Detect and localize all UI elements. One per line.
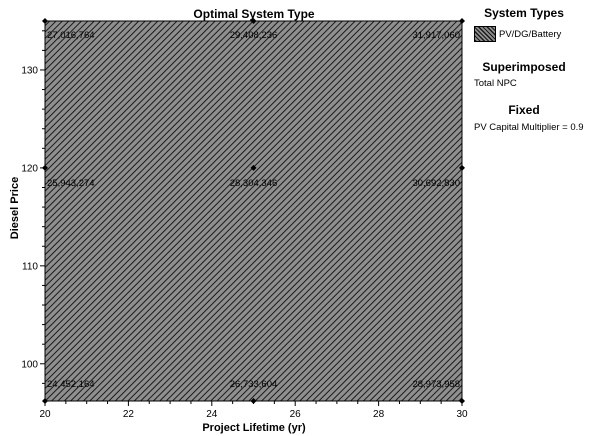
data-label-4: 28,304,346 bbox=[230, 178, 278, 189]
legend-item: PV/DG/Battery bbox=[474, 26, 594, 42]
x-tick-label-30: 30 bbox=[456, 409, 468, 420]
fixed-value: PV Capital Multiplier = 0.9 bbox=[474, 122, 584, 133]
legend-label: PV/DG/Battery bbox=[499, 28, 562, 40]
data-label-8: 28,973,958 bbox=[412, 379, 460, 390]
system-types-heading: System Types bbox=[484, 6, 564, 20]
y-axis-label: Diesel Price bbox=[9, 177, 21, 239]
x-tick-label-24: 24 bbox=[206, 409, 218, 420]
legend-swatch bbox=[474, 26, 496, 42]
y-tick-label-120: 120 bbox=[21, 163, 38, 174]
y-tick-label-130: 130 bbox=[21, 65, 38, 76]
data-label-0: 27,016,764 bbox=[47, 30, 95, 41]
data-label-5: 30,692,830 bbox=[412, 178, 460, 189]
data-point-4 bbox=[250, 164, 257, 171]
superimposed-heading: Superimposed bbox=[482, 60, 566, 74]
data-label-6: 24,452,164 bbox=[47, 379, 95, 390]
data-label-3: 25,943,274 bbox=[47, 178, 95, 189]
data-point-1 bbox=[250, 18, 257, 24]
x-tick-label-22: 22 bbox=[123, 409, 135, 420]
data-label-7: 26,733,604 bbox=[230, 379, 278, 390]
data-point-0 bbox=[42, 18, 48, 24]
superimposed-value: Total NPC bbox=[474, 78, 517, 89]
fixed-heading: Fixed bbox=[508, 103, 540, 117]
x-tick-label-26: 26 bbox=[290, 409, 302, 420]
x-axis: 20 22 24 26 28 30 bbox=[39, 401, 468, 420]
x-axis-label: Project Lifetime (yr) bbox=[202, 422, 306, 434]
data-labels: 27,016,764 29,408,236 31,917,060 25,943,274… bbox=[47, 30, 460, 390]
x-tick-label-20: 20 bbox=[39, 409, 51, 420]
chart-title: Optimal System Type bbox=[193, 7, 314, 21]
sidebar: System Types PV/DG/Battery Superimposed … bbox=[474, 6, 594, 133]
plot-area bbox=[44, 20, 463, 402]
data-point-2 bbox=[459, 18, 465, 24]
y-tick-label-110: 110 bbox=[22, 261, 38, 272]
chart: Optimal System Type 27,016,764 29,408,236… bbox=[9, 7, 468, 434]
y-tick-label-100: 100 bbox=[21, 359, 38, 370]
data-label-1: 29,408,236 bbox=[230, 30, 278, 41]
y-axis: 100 110 120 130 bbox=[21, 30, 45, 384]
x-tick-label-28: 28 bbox=[373, 409, 385, 420]
data-label-2: 31,917,060 bbox=[412, 30, 460, 41]
data-point-5 bbox=[459, 164, 465, 171]
